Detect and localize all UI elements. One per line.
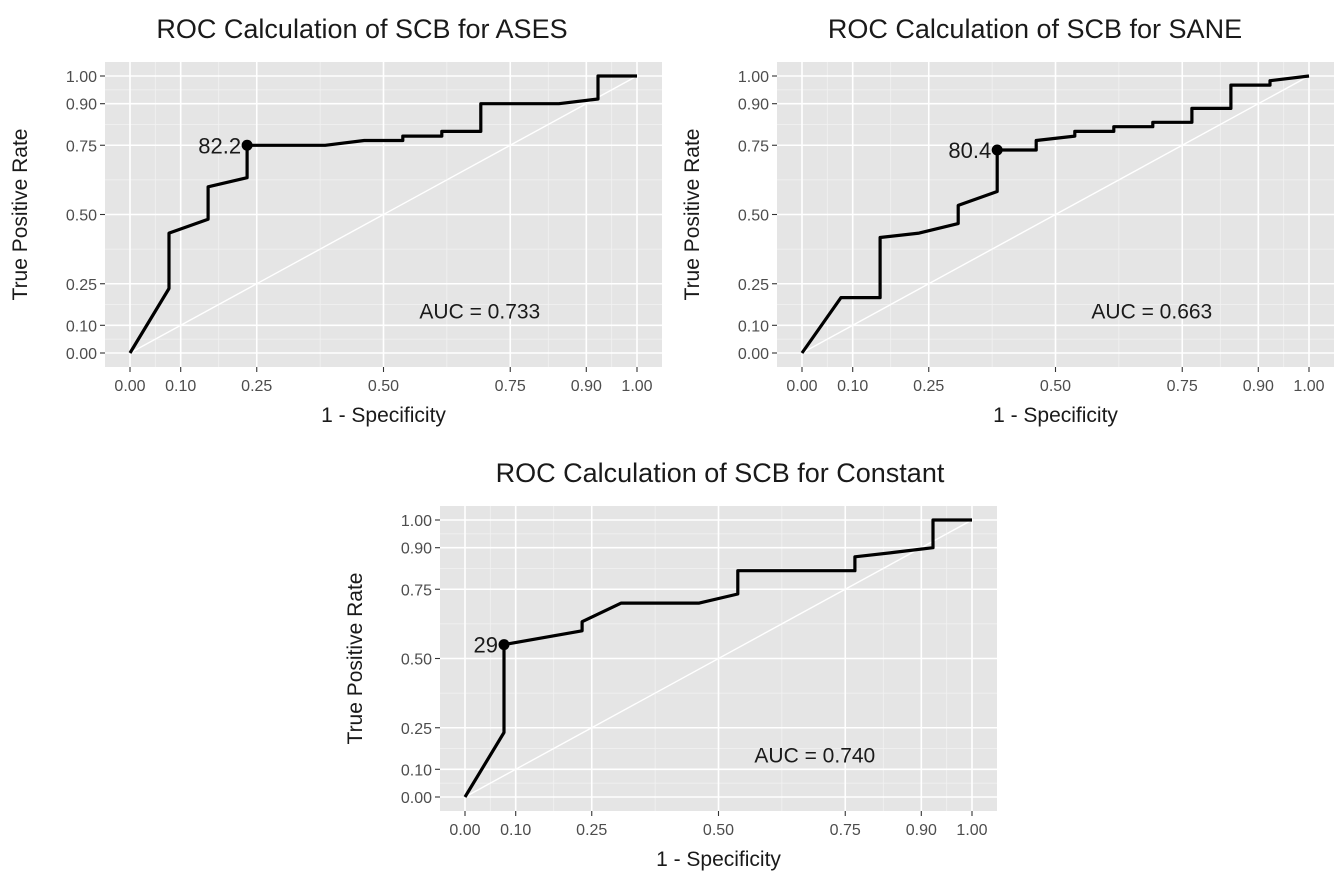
y-axis-label: True Positive Rate <box>344 573 367 745</box>
reference-diagonal <box>801 75 1310 354</box>
chart-title-sane: ROC Calculation of SCB for SANE <box>827 14 1243 44</box>
cutpoint-marker <box>498 639 510 651</box>
x-axis-label: 1 - Specificity <box>656 848 781 871</box>
roc-panel-sane: 80.4 AUC = 0.663 0.00 0.10 0.25 0.50 0.75 0.90 1… <box>681 62 1334 427</box>
y-tick-label: 0.25 <box>401 721 432 738</box>
auc-annotation: AUC = 0.733 <box>419 300 540 323</box>
x-tick-label: 0.00 <box>449 822 480 839</box>
x-tick-label: 0.75 <box>1167 378 1198 395</box>
x-tick-label: 1.00 <box>1293 378 1324 395</box>
x-axis-label: 1 - Specificity <box>993 404 1118 427</box>
x-tick-label: 0.00 <box>114 378 145 395</box>
roc-panel-constant: 29 AUC = 0.740 0.00 0.10 0.25 0.50 0.75 0.90 1.0… <box>344 506 997 871</box>
x-tick-label: 0.10 <box>837 378 868 395</box>
x-tick-label: 0.75 <box>830 822 861 839</box>
x-tick-label: 0.75 <box>495 378 526 395</box>
y-tick-label: 0.50 <box>401 652 432 669</box>
x-tick-label: 0.00 <box>786 378 817 395</box>
y-tick-label: 0.10 <box>738 318 769 335</box>
x-tick-label: 0.10 <box>165 378 196 395</box>
x-tick-label: 0.90 <box>1243 378 1274 395</box>
x-tick-label: 0.25 <box>913 378 944 395</box>
y-tick-label: 0.75 <box>401 582 432 599</box>
chart-title-constant: ROC Calculation of SCB for Constant <box>495 458 945 488</box>
y-axis-label: True Positive Rate <box>681 129 704 301</box>
roc-panel-ases: 82.2 AUC = 0.733 0.00 0.10 0.25 0.50 0.75 0.90 1… <box>9 62 662 427</box>
cutpoint-marker <box>991 144 1003 156</box>
x-tick-label: 0.50 <box>368 378 399 395</box>
y-tick-label: 0.90 <box>66 97 97 114</box>
x-tick-label: 0.90 <box>571 378 602 395</box>
reference-diagonal <box>464 519 973 798</box>
y-tick-label: 0.25 <box>738 277 769 294</box>
y-tick-label: 0.00 <box>738 346 769 363</box>
y-tick-label: 0.50 <box>738 208 769 225</box>
x-tick-label: 1.00 <box>621 378 652 395</box>
y-tick-label: 0.25 <box>66 277 97 294</box>
y-tick-label: 0.00 <box>401 790 432 807</box>
x-tick-label: 0.25 <box>576 822 607 839</box>
x-tick-label: 1.00 <box>956 822 987 839</box>
cutpoint-marker <box>241 139 253 151</box>
y-tick-label: 0.90 <box>401 541 432 558</box>
y-tick-label: 0.75 <box>738 138 769 155</box>
x-tick-label: 0.25 <box>241 378 272 395</box>
y-tick-label: 0.10 <box>66 318 97 335</box>
y-tick-label: 0.10 <box>401 762 432 779</box>
y-axis-label: True Positive Rate <box>9 129 32 301</box>
auc-annotation: AUC = 0.740 <box>754 744 875 767</box>
cutpoint-label: 82.2 <box>198 133 241 158</box>
reference-diagonal <box>129 75 638 354</box>
cutpoint-label: 29 <box>474 633 498 658</box>
roc-curve-constant <box>463 518 972 798</box>
x-tick-label: 0.10 <box>500 822 531 839</box>
cutpoint-label: 80.4 <box>948 138 991 163</box>
x-axis-label: 1 - Specificity <box>321 404 446 427</box>
y-tick-label: 1.00 <box>401 513 432 530</box>
y-tick-label: 1.00 <box>738 69 769 86</box>
y-tick-label: 1.00 <box>66 69 97 86</box>
y-tick-label: 0.75 <box>66 138 97 155</box>
roc-curve-ases <box>128 74 637 354</box>
x-tick-label: 0.90 <box>906 822 937 839</box>
y-tick-label: 0.50 <box>66 208 97 225</box>
auc-annotation: AUC = 0.663 <box>1091 300 1212 323</box>
roc-curve-sane <box>800 74 1310 354</box>
y-tick-label: 0.00 <box>66 346 97 363</box>
chart-title-ases: ROC Calculation of SCB for ASES <box>156 14 568 44</box>
x-tick-label: 0.50 <box>703 822 734 839</box>
x-tick-label: 0.50 <box>1040 378 1071 395</box>
y-tick-label: 0.90 <box>738 97 769 114</box>
